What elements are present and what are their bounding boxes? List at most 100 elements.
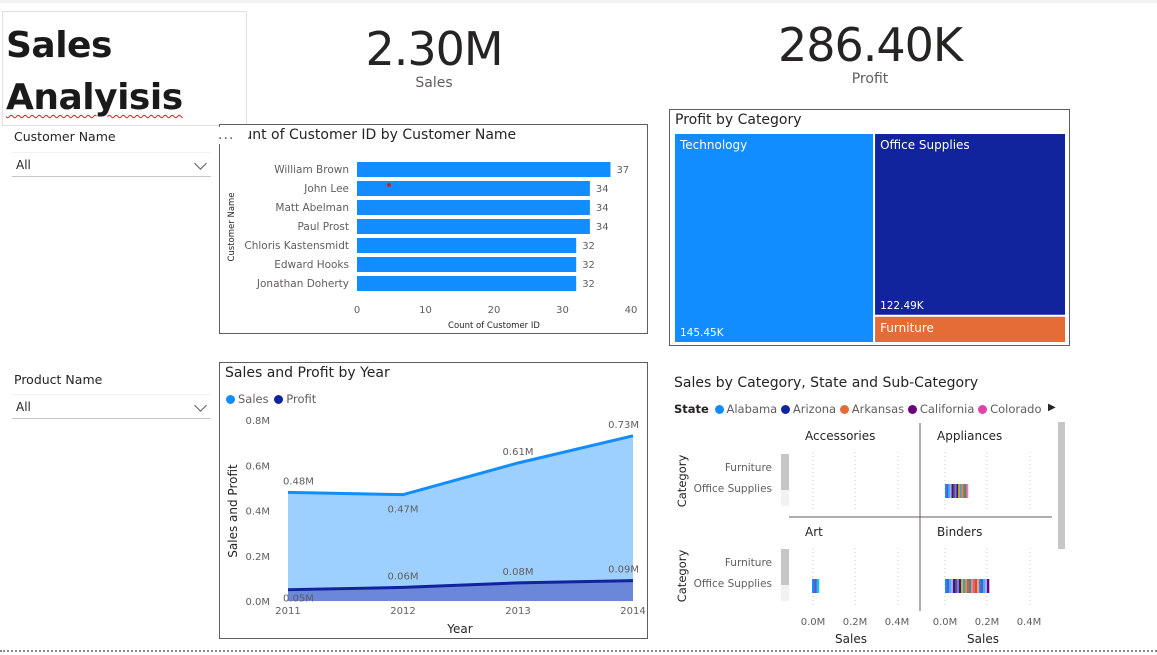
bar-data-label: 37 bbox=[616, 165, 629, 176]
bar-segment bbox=[953, 579, 956, 593]
treemap-tile[interactable] bbox=[675, 134, 874, 342]
kpi-card-profit[interactable]: 286.40K Profit bbox=[750, 18, 990, 87]
legend-item-profit[interactable]: Profit bbox=[272, 392, 316, 406]
y-axis-title: Sales and Profit bbox=[226, 464, 240, 558]
bar-segment bbox=[956, 484, 959, 498]
legend-next-arrow-icon[interactable]: ▶ bbox=[1048, 402, 1056, 413]
x-tick-label: 0.0M bbox=[801, 617, 826, 628]
sales-profit-year-chart[interactable]: Sales and Profit by Year Sales Profit 0.… bbox=[219, 362, 648, 639]
product-slicer-dropdown[interactable]: All bbox=[12, 394, 211, 419]
bar-segment bbox=[945, 579, 948, 593]
bar-segment bbox=[948, 484, 951, 498]
x-axis-title: Sales bbox=[967, 632, 999, 646]
customer-count-chart[interactable]: Count of Customer ID by Customer Name ..… bbox=[218, 124, 648, 334]
y-axis-title: Customer Name bbox=[227, 192, 237, 261]
bar-data-label: 32 bbox=[582, 279, 595, 290]
legend-item-colorado[interactable]: Colorado bbox=[978, 402, 1042, 416]
legend-dot-icon bbox=[714, 405, 724, 414]
bar-segment bbox=[969, 579, 972, 593]
bar-segment bbox=[966, 484, 969, 498]
y-tick-label: 0.2M bbox=[245, 552, 270, 563]
legend-item-california[interactable]: California bbox=[907, 402, 974, 416]
bar-segment bbox=[949, 579, 952, 593]
bar-segment bbox=[946, 484, 949, 498]
bar-segment bbox=[812, 579, 815, 593]
bar-segment bbox=[981, 579, 984, 593]
treemap-tile-value: 122.49K bbox=[880, 300, 925, 312]
data-label: 0.48M bbox=[283, 476, 314, 487]
x-tick-label: 2011 bbox=[275, 606, 300, 617]
panel-title: Accessories bbox=[805, 429, 875, 443]
bar-category-label: William Brown bbox=[274, 164, 349, 176]
bar-segment bbox=[954, 484, 957, 498]
data-label: 0.05M bbox=[283, 594, 314, 605]
vertical-scrollbar[interactable] bbox=[1058, 422, 1065, 549]
data-label: 0.08M bbox=[503, 567, 534, 578]
x-axis-title: Sales bbox=[835, 632, 867, 646]
x-tick-label: 0 bbox=[354, 305, 360, 316]
treemap-tile[interactable] bbox=[875, 316, 1065, 342]
bar-segment bbox=[964, 484, 967, 498]
bar-segment bbox=[959, 484, 962, 498]
panel-title: Art bbox=[805, 525, 823, 539]
bar-data-label: 34 bbox=[596, 222, 609, 233]
treemap-tile-value: 145.45K bbox=[680, 327, 725, 339]
top-border bbox=[0, 0, 1157, 3]
kpi-label: Sales bbox=[415, 75, 453, 91]
bar-segment bbox=[953, 484, 956, 498]
bar[interactable] bbox=[357, 200, 590, 215]
bar-segment bbox=[973, 579, 976, 593]
bar[interactable] bbox=[357, 276, 577, 291]
category-label: Furniture bbox=[725, 462, 772, 474]
legend-item-arkansas[interactable]: Arkansas bbox=[839, 402, 904, 416]
bar-segment bbox=[814, 579, 817, 593]
y-tick-label: 0.0M bbox=[245, 597, 270, 608]
area-fill-profit bbox=[288, 580, 633, 601]
sales-small-multiples-chart[interactable]: Sales by Category, State and Sub-Categor… bbox=[669, 370, 1069, 650]
category-axis-title: Category bbox=[675, 550, 689, 603]
customer-slicer-value: All bbox=[16, 158, 31, 172]
bar-data-label: 32 bbox=[582, 241, 595, 252]
bar[interactable] bbox=[357, 162, 611, 177]
bar-category-label: Matt Abelman bbox=[275, 202, 349, 214]
legend-item-sales[interactable]: Sales bbox=[226, 392, 269, 406]
data-label: 0.47M bbox=[388, 505, 419, 516]
kpi-card-sales[interactable]: 2.30M Sales bbox=[334, 22, 534, 91]
bar-segment bbox=[971, 579, 974, 593]
legend-dot-icon bbox=[274, 395, 284, 404]
chart-title: Sales and Profit by Year bbox=[225, 365, 390, 381]
chart-legend: Sales Profit bbox=[226, 392, 316, 406]
bar-segment bbox=[959, 579, 962, 593]
x-tick-label: 2012 bbox=[390, 606, 415, 617]
legend-item-alabama[interactable]: Alabama bbox=[713, 402, 777, 416]
bar-segment bbox=[961, 579, 964, 593]
category-label: Furniture bbox=[725, 557, 772, 569]
customer-slicer-dropdown[interactable]: All bbox=[12, 152, 211, 177]
treemap-tile-label: Technology bbox=[679, 138, 747, 152]
bar[interactable] bbox=[357, 219, 590, 234]
category-scroll-track bbox=[781, 585, 789, 601]
title-textbox[interactable] bbox=[2, 11, 247, 126]
x-tick-label: 0.4M bbox=[1017, 617, 1042, 628]
y-tick-label: 0.8M bbox=[245, 416, 270, 427]
legend-dot-icon bbox=[780, 405, 790, 414]
bar[interactable] bbox=[357, 181, 590, 196]
x-tick-label: 2013 bbox=[505, 606, 530, 617]
bar[interactable] bbox=[357, 238, 577, 253]
treemap-tile[interactable] bbox=[875, 134, 1065, 315]
more-options-icon[interactable]: ... bbox=[218, 127, 248, 144]
bar-data-label: 34 bbox=[596, 203, 609, 214]
data-label: 0.61M bbox=[503, 447, 534, 458]
category-label: Office Supplies bbox=[694, 483, 772, 495]
area-chart-svg: 0.0M 0.2M 0.4M 0.6M 0.8M 0.48M 0.47M 0.61M 0.73M… bbox=[226, 416, 646, 636]
bar[interactable] bbox=[357, 257, 577, 272]
kpi-value: 286.40K bbox=[777, 18, 963, 72]
bar-segment bbox=[955, 579, 958, 593]
bar-segment bbox=[987, 579, 990, 593]
bar-segment bbox=[967, 579, 970, 593]
x-tick-label: 20 bbox=[488, 305, 501, 316]
chart-title: Profit by Category bbox=[675, 112, 802, 128]
profit-treemap[interactable]: Profit by Category Technology 145.45K Offi… bbox=[669, 109, 1070, 346]
legend-item-arizona[interactable]: Arizona bbox=[780, 402, 836, 416]
x-tick-label: 0.4M bbox=[885, 617, 910, 628]
